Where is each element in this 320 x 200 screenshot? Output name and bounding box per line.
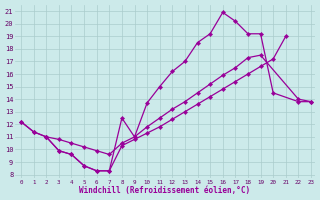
X-axis label: Windchill (Refroidissement éolien,°C): Windchill (Refroidissement éolien,°C)	[79, 186, 250, 195]
